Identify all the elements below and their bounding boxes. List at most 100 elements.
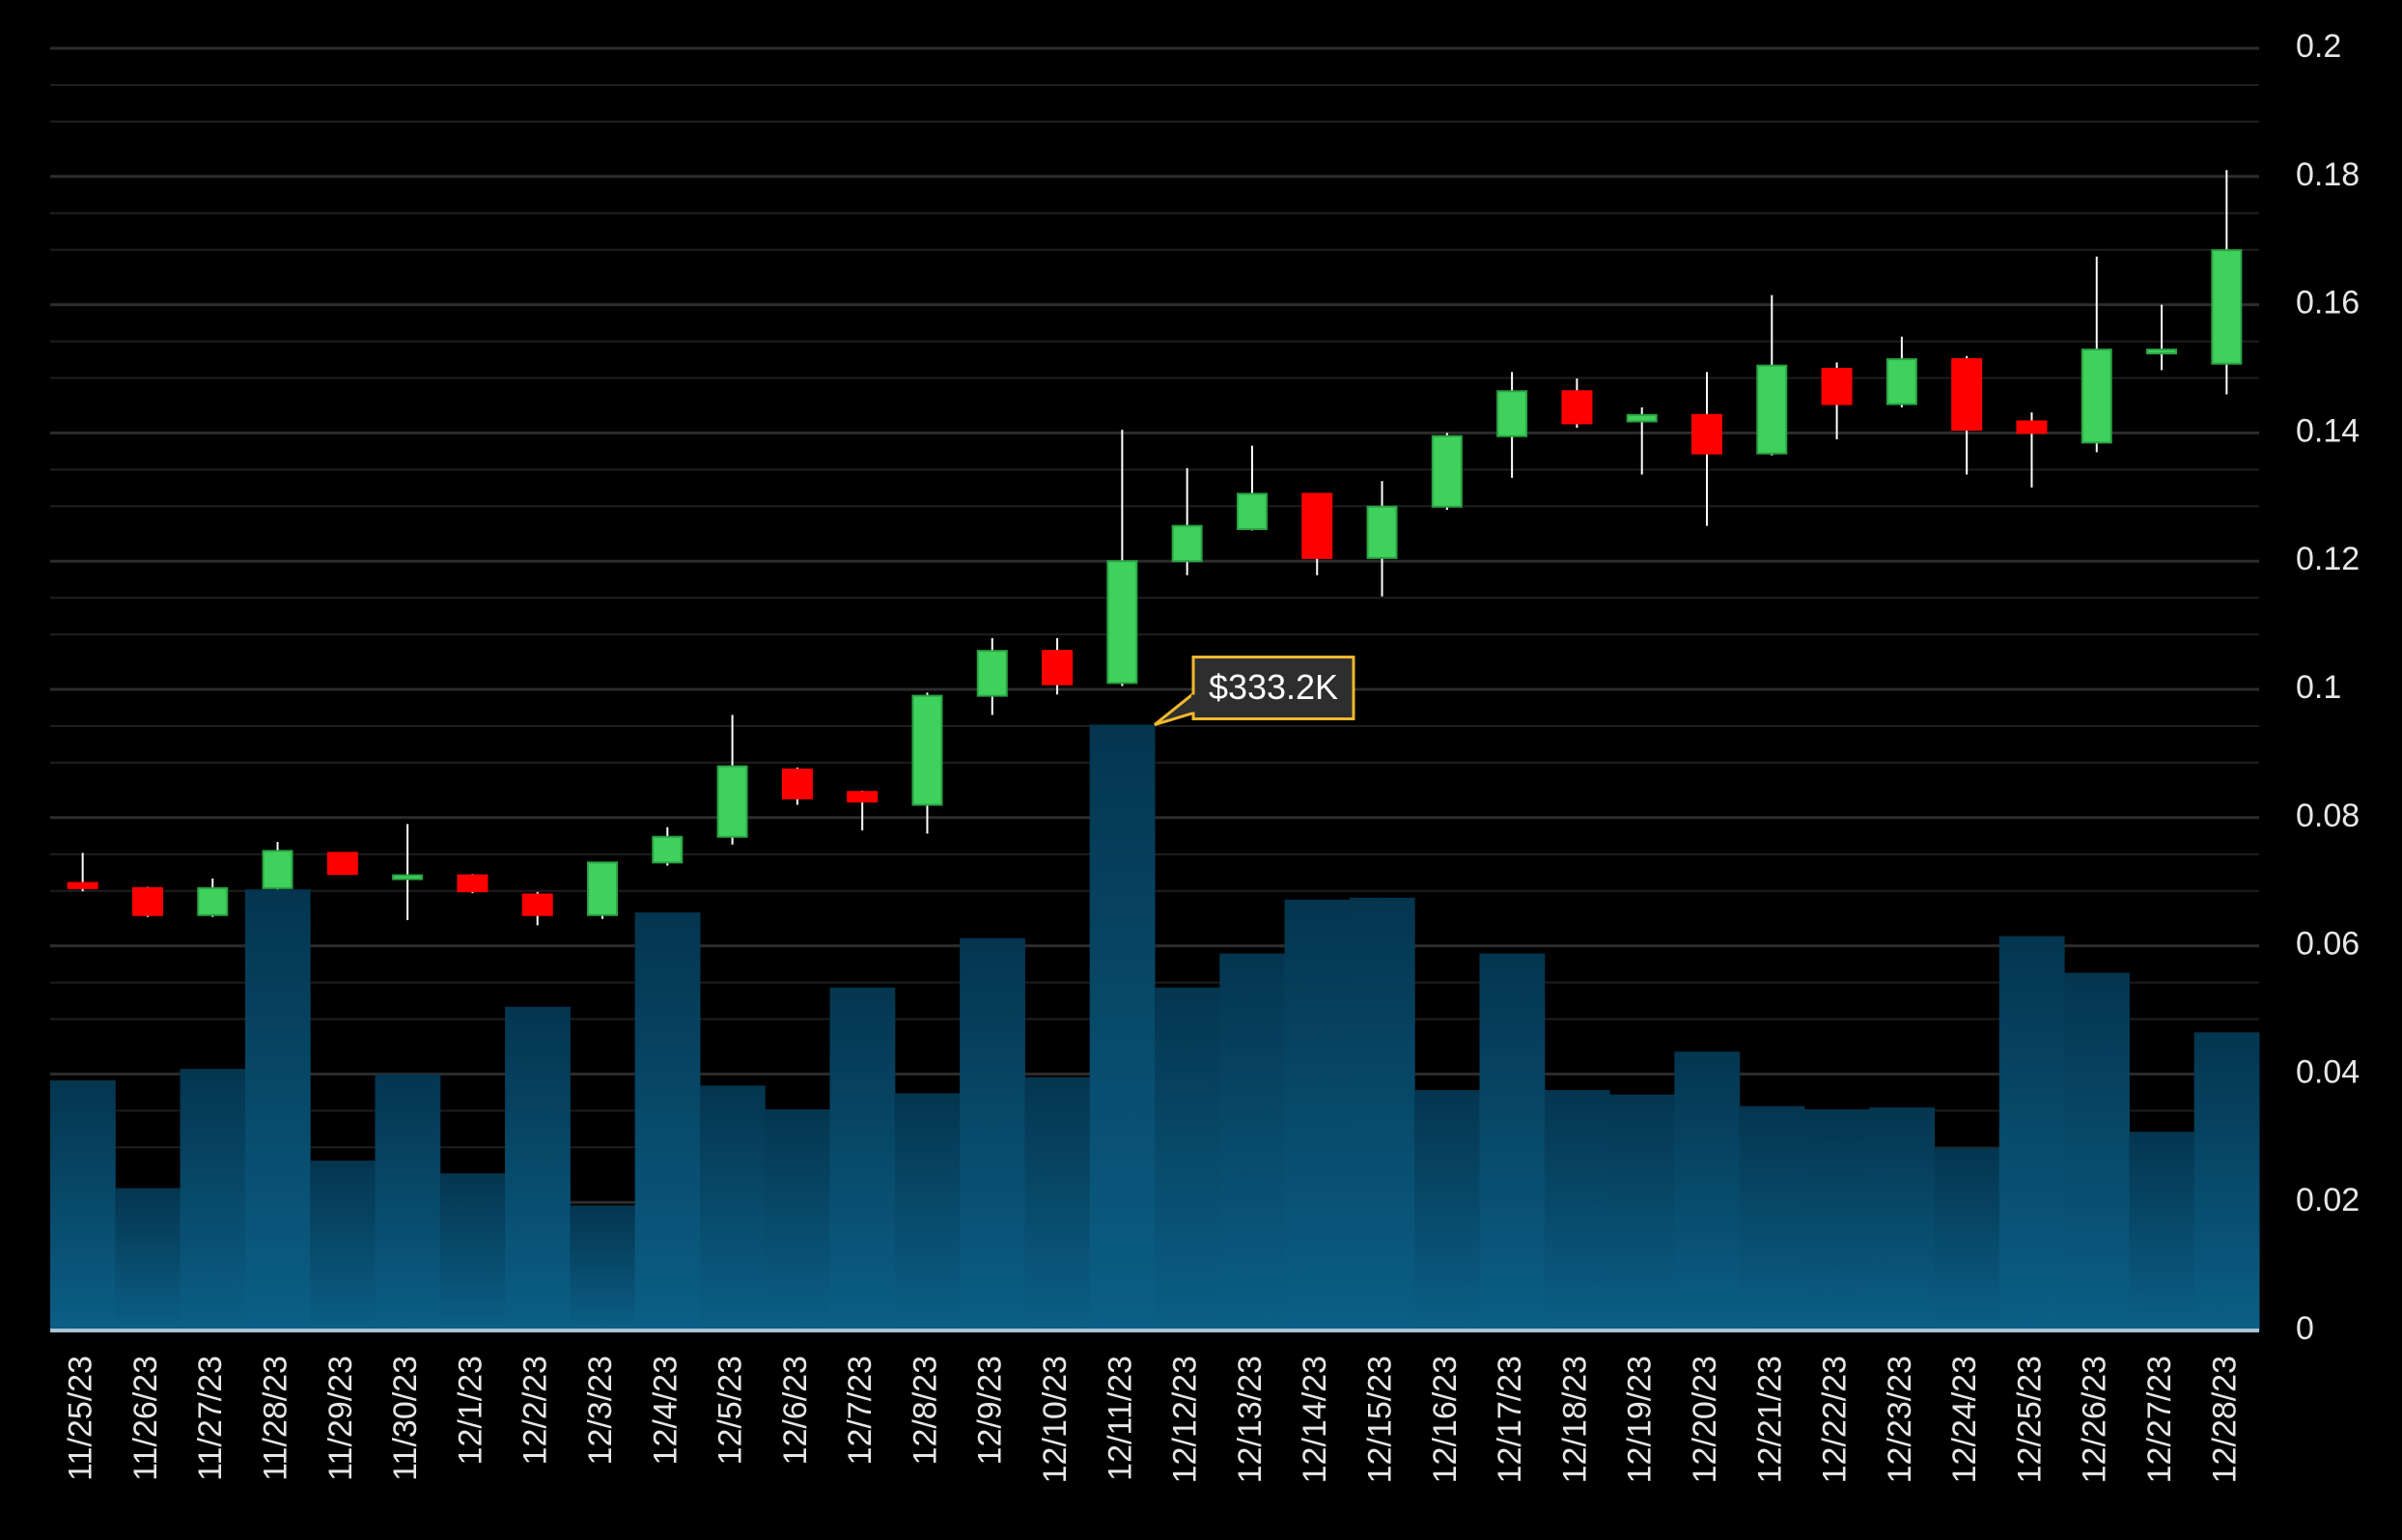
volume-bars	[50, 724, 2260, 1330]
volume-bar	[505, 1006, 571, 1330]
volume-bar	[1155, 987, 1220, 1330]
volume-bar	[2129, 1132, 2195, 1330]
volume-bar	[1998, 936, 2065, 1330]
candle-body	[1236, 492, 1268, 531]
volume-bar	[244, 889, 311, 1330]
x-tick-label: 11/26/23	[127, 1356, 164, 1481]
y-tick-label: 0.08	[2296, 798, 2360, 834]
x-tick-label: 12/26/23	[2077, 1356, 2113, 1483]
x-tick-label: 12/9/23	[972, 1356, 1009, 1465]
volume-bar	[1414, 1090, 1480, 1330]
x-tick-label: 12/20/23	[1687, 1356, 1723, 1483]
tooltip-label: $333.2K	[1209, 667, 1338, 707]
volume-bar	[1284, 899, 1351, 1330]
volume-bar	[960, 938, 1025, 1330]
volume-bar	[699, 1085, 766, 1330]
x-tick-label: 12/15/23	[1362, 1356, 1399, 1483]
candle-body	[587, 861, 618, 916]
x-tick-label: 12/13/23	[1232, 1356, 1269, 1483]
candle-body	[1431, 434, 1463, 508]
x-tick-label: 12/5/23	[712, 1356, 749, 1465]
x-tick-label: 12/3/23	[582, 1356, 619, 1465]
candle-body	[2211, 249, 2243, 365]
volume-bar	[1934, 1147, 2000, 1330]
volume-bar	[1609, 1094, 1675, 1330]
y-tick-label: 0.02	[2296, 1182, 2360, 1218]
volume-bar	[1089, 724, 1156, 1330]
volume-bar	[1869, 1106, 1936, 1330]
volume-bar	[634, 912, 701, 1330]
x-tick-label: 12/28/23	[2206, 1356, 2243, 1483]
x-tick-label: 12/11/23	[1102, 1356, 1138, 1481]
x-tick-label: 12/18/23	[1556, 1356, 1593, 1483]
candle-body	[197, 886, 229, 916]
y-tick-label: 0.06	[2296, 926, 2360, 963]
y-tick-label: 0.16	[2296, 285, 2360, 322]
candle-body	[2081, 349, 2112, 444]
x-tick-label: 12/2/23	[517, 1356, 554, 1465]
y-axis-ticks: 0 0.02 0.04 0.06 0.08 0.1 0.12 0.14 0.16 0.18 0.2	[2296, 28, 2360, 1347]
x-tick-label: 11/27/23	[192, 1356, 229, 1481]
x-tick-label: 12/23/23	[1882, 1356, 1918, 1483]
x-tick-label: 12/24/23	[1946, 1356, 1983, 1483]
volume-bar	[1479, 953, 1546, 1330]
y-tick-label: 0.04	[2296, 1053, 2360, 1090]
volume-bar	[310, 1161, 376, 1330]
volume-bar	[180, 1069, 246, 1330]
volume-bar	[1739, 1106, 1805, 1330]
candle-body	[326, 852, 358, 876]
candle-body	[847, 791, 879, 803]
y-tick-label: 0	[2296, 1310, 2314, 1347]
candle-body	[976, 650, 1008, 697]
volume-bar	[439, 1173, 506, 1330]
volume-bar	[1803, 1108, 1870, 1330]
candle-body	[1496, 390, 1528, 437]
x-tick-label: 11/29/23	[322, 1356, 359, 1481]
volume-bar	[829, 987, 896, 1330]
x-tick-label: 11/28/23	[258, 1356, 294, 1481]
y-tick-label: 0.2	[2296, 28, 2341, 65]
candle-body	[1885, 358, 1917, 406]
x-tick-label: 12/8/23	[907, 1356, 943, 1465]
volume-bar	[765, 1108, 831, 1330]
candle-body	[67, 882, 98, 889]
x-tick-label: 12/22/23	[1817, 1356, 1854, 1483]
candle-body	[1171, 524, 1203, 563]
candle-body	[2016, 420, 2048, 434]
volume-bar	[50, 1080, 116, 1330]
x-tick-label: 12/19/23	[1622, 1356, 1659, 1483]
volume-bar	[115, 1188, 182, 1330]
y-tick-label: 0.14	[2296, 412, 2360, 449]
volume-bar	[375, 1074, 441, 1330]
tooltip-box	[1191, 656, 1355, 721]
tooltip-pointer	[1154, 690, 1195, 726]
candle-body	[781, 769, 813, 799]
y-tick-label: 0.12	[2296, 541, 2360, 577]
candle-body	[521, 893, 553, 916]
volume-bar	[1349, 897, 1415, 1330]
candle-body	[1951, 358, 1983, 432]
candle-body	[911, 694, 943, 806]
x-tick-label: 12/21/23	[1751, 1356, 1788, 1483]
volume-bar	[1544, 1090, 1610, 1330]
volume-bar	[570, 1205, 636, 1330]
candle-body	[1042, 650, 1074, 686]
volume-bar	[2193, 1032, 2260, 1330]
y-tick-label: 0.18	[2296, 156, 2360, 193]
volume-bar	[1219, 953, 1286, 1330]
y-tick-label: 0.1	[2296, 669, 2341, 706]
x-tick-label: 12/16/23	[1427, 1356, 1464, 1483]
x-tick-label: 12/6/23	[777, 1356, 814, 1465]
x-tick-label: 12/7/23	[842, 1356, 879, 1465]
candle-body	[652, 835, 684, 864]
x-tick-label: 12/4/23	[647, 1356, 684, 1465]
candle-body	[2146, 349, 2178, 355]
x-tick-label: 12/12/23	[1167, 1356, 1204, 1483]
x-tick-label: 12/10/23	[1037, 1356, 1074, 1483]
volume-bar	[894, 1093, 961, 1330]
x-tick-label: 12/27/23	[2141, 1356, 2178, 1483]
x-tick-label: 11/30/23	[387, 1356, 424, 1481]
candle-body	[131, 886, 163, 916]
candle-body	[1626, 413, 1658, 423]
